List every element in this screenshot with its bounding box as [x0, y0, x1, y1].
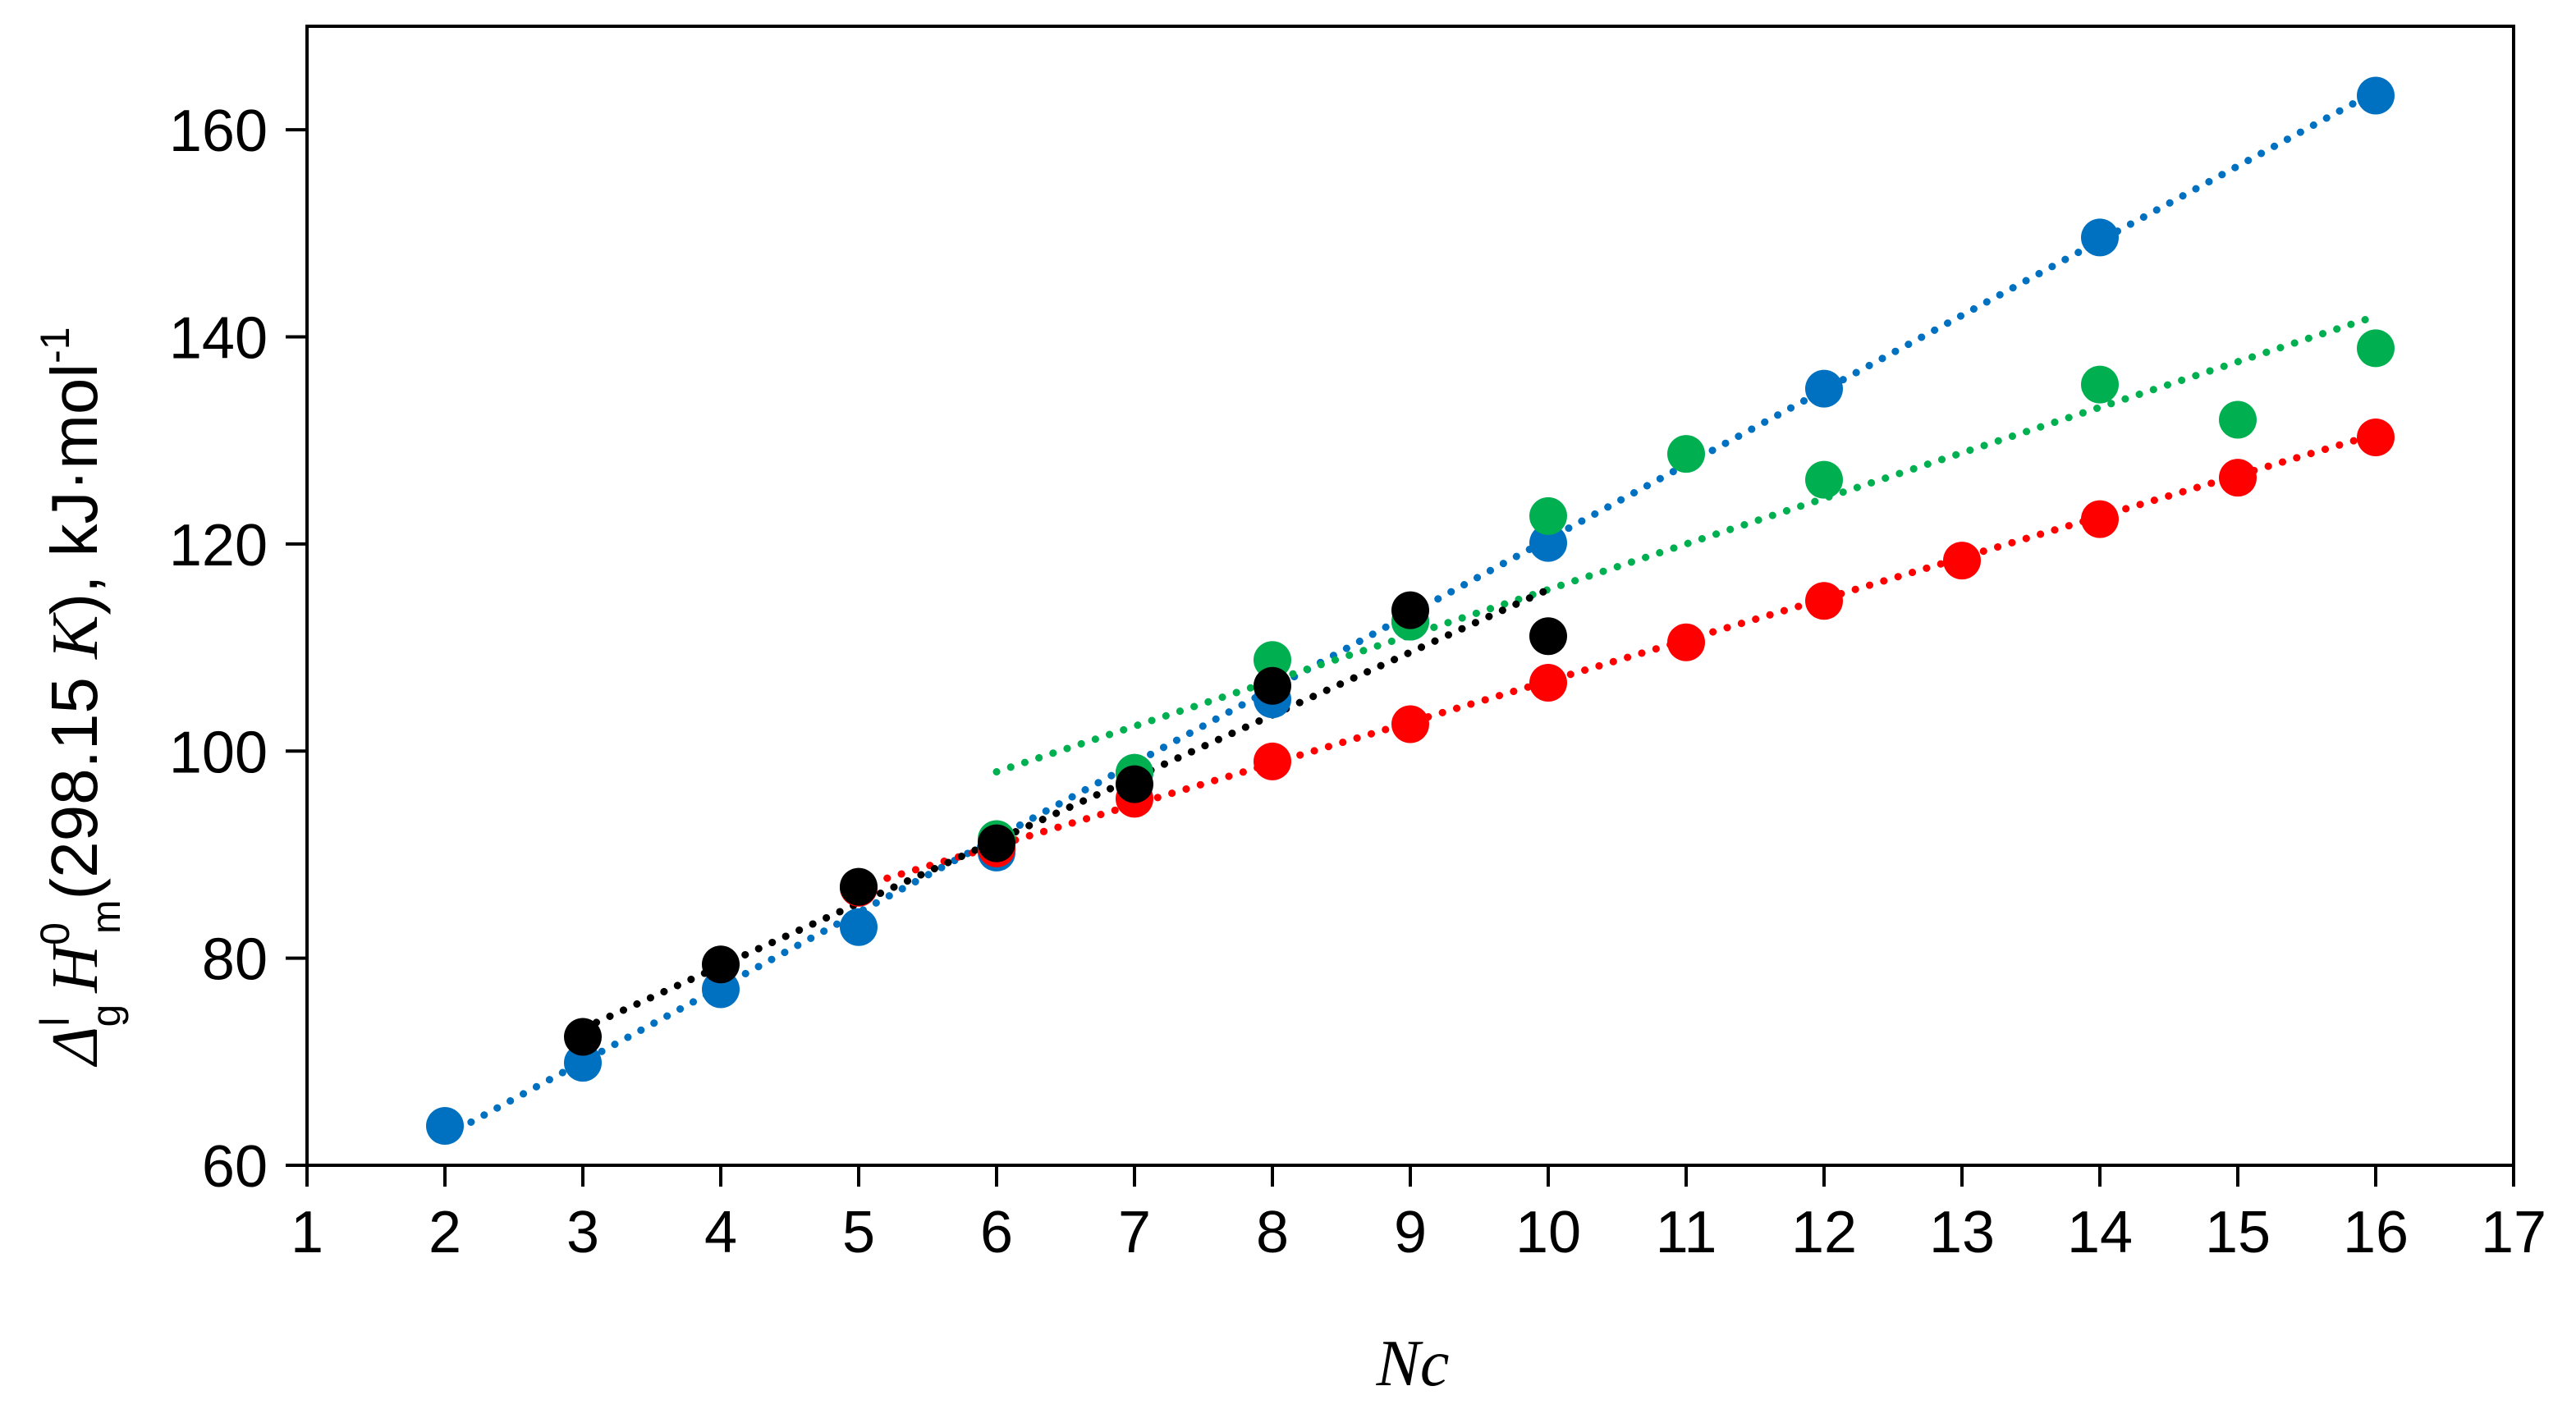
data-point-series-3 [1667, 623, 1705, 661]
y-tick-label: 100 [169, 720, 268, 785]
y-title-sup-0: 0 [32, 922, 78, 945]
data-point-series-4 [1116, 765, 1153, 803]
data-point-series-1 [2081, 218, 2119, 257]
data-point-series-4 [564, 1018, 602, 1056]
trendline-4 [579, 585, 1552, 1032]
y-tick-label: 80 [202, 927, 268, 993]
y-title-delta: Δ [39, 1027, 112, 1068]
y-title-sub-g: g [83, 1004, 129, 1027]
x-tick-label: 13 [1929, 1200, 1995, 1265]
data-point-series-1 [426, 1107, 464, 1146]
data-point-series-3 [2219, 459, 2257, 497]
x-tick-label: 4 [704, 1200, 737, 1265]
data-point-series-4 [840, 867, 878, 906]
data-point-series-1 [1529, 524, 1567, 562]
data-point-series-2 [2357, 329, 2395, 368]
data-point-series-2 [1805, 460, 1843, 499]
y-tick-label: 60 [202, 1134, 268, 1200]
x-tick-label: 16 [2343, 1200, 2409, 1265]
data-point-series-3 [2357, 418, 2395, 456]
data-point-series-2 [1254, 641, 1291, 679]
data-point-series-3 [1254, 742, 1291, 780]
y-tick-label: 140 [169, 306, 268, 372]
data-point-series-1 [564, 1044, 602, 1082]
x-tick-label: 14 [2067, 1200, 2133, 1265]
data-point-series-4 [978, 824, 1015, 862]
y-tick-label: 120 [169, 513, 268, 579]
data-point-series-1 [1805, 369, 1843, 408]
trendline-3 [855, 430, 2380, 891]
x-tick-label: 2 [429, 1200, 461, 1265]
y-title-sub-m: m [83, 899, 129, 934]
data-point-series-2 [1667, 435, 1705, 473]
data-point-series-2 [1529, 496, 1567, 535]
x-tick-label: 17 [2481, 1200, 2546, 1265]
data-point-series-1 [840, 908, 878, 946]
y-tick-label: 160 [169, 98, 268, 164]
y-axis-title: Δl gH0 m(298.15 K), kJ·mol-1 [32, 327, 129, 1067]
data-point-series-4 [1391, 591, 1429, 629]
y-title-K: K [39, 612, 112, 660]
data-point-series-2 [2081, 365, 2119, 404]
y-axis: 60 80 100 120 140 160 [169, 98, 307, 1200]
x-tick-label: 11 [1656, 1200, 1717, 1265]
y-title-H: H [39, 942, 112, 994]
x-tick-label: 1 [291, 1200, 323, 1265]
y-title-exp: -1 [32, 327, 78, 363]
data-point-series-3 [1391, 705, 1429, 743]
x-tick-label: 15 [2205, 1200, 2271, 1265]
data-point-series-3 [2081, 500, 2119, 538]
data-point-series-3 [1943, 542, 1981, 580]
x-tick-label: 10 [1515, 1200, 1581, 1265]
x-tick-label: 12 [1791, 1200, 1857, 1265]
data-point-series-1 [2357, 76, 2395, 115]
x-tick-label: 6 [980, 1200, 1013, 1265]
x-tick-label: 9 [1394, 1200, 1427, 1265]
y-title-close: ), kJ·mol [38, 364, 111, 615]
data-point-series-4 [702, 945, 740, 984]
trendline-2 [992, 312, 2380, 776]
data-point-series-2 [2219, 400, 2257, 439]
x-tick-label: 3 [566, 1200, 599, 1265]
x-tick-label: 5 [842, 1200, 875, 1265]
y-title-open: (298.15 [38, 659, 111, 900]
x-tick-label: 8 [1256, 1200, 1289, 1265]
x-axis: 1 2 3 4 5 6 7 8 9 10 11 12 13 14 15 16 17 [291, 1165, 2546, 1265]
x-axis-title: Nc [1376, 1328, 1450, 1400]
data-points [426, 76, 2395, 1146]
x-tick-label: 7 [1118, 1200, 1151, 1265]
data-point-series-3 [1805, 582, 1843, 620]
data-point-series-4 [1254, 666, 1291, 705]
data-point-series-3 [1529, 663, 1567, 702]
y-title-sup-l: l [32, 1018, 78, 1027]
data-point-series-4 [1529, 617, 1567, 656]
